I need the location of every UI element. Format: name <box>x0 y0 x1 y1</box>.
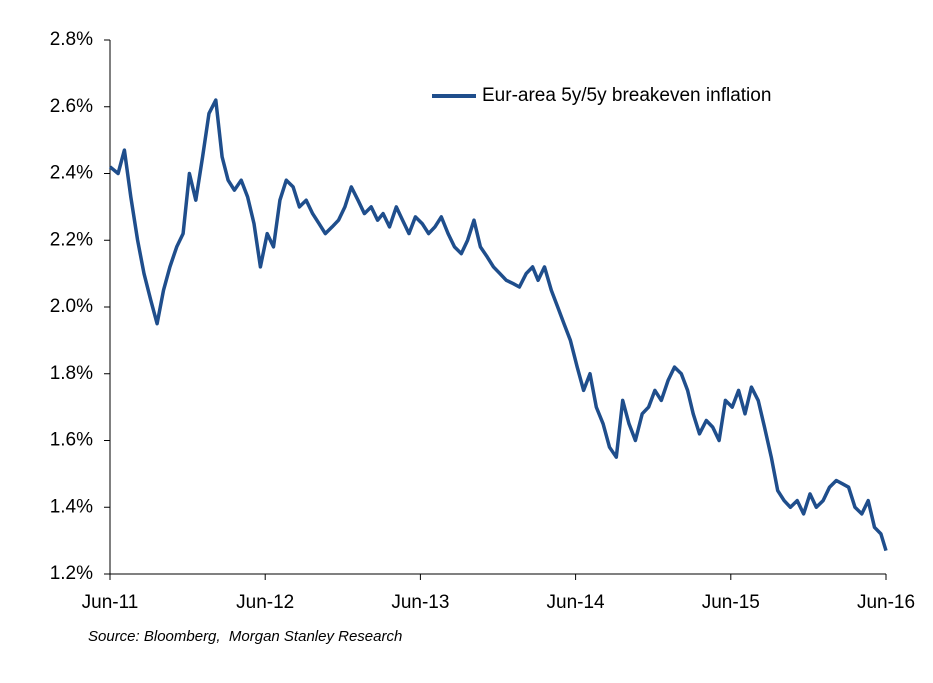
y-tick-label: 1.2% <box>50 563 93 584</box>
y-tick-label: 1.6% <box>50 430 93 451</box>
y-tick-label: 1.4% <box>50 496 93 517</box>
y-tick-label: 2.6% <box>50 96 93 117</box>
y-tick-label: 2.2% <box>50 229 93 250</box>
legend: Eur-area 5y/5y breakeven inflation <box>432 85 771 106</box>
x-tick-label: Jun-16 <box>857 592 915 613</box>
x-tick-label: Jun-15 <box>702 592 760 613</box>
source-note: Source: Bloomberg, Morgan Stanley Resear… <box>88 628 403 645</box>
y-tick-label: 2.8% <box>50 29 93 50</box>
legend-label: Eur-area 5y/5y breakeven inflation <box>482 85 771 106</box>
x-tick-label: Jun-14 <box>547 592 606 613</box>
series-line <box>108 98 888 552</box>
x-tick-label: Jun-11 <box>82 592 139 613</box>
y-tick-labels: 1.2% 1.4% 1.6% 1.8% 2.0% 2.2% 2.4% 2.6% 2.8% <box>50 29 110 584</box>
x-tick-label: Jun-13 <box>391 592 449 613</box>
y-tick-label: 1.8% <box>50 363 93 384</box>
x-tick-label: Jun-12 <box>236 592 294 613</box>
y-tick-label: 2.0% <box>50 296 93 317</box>
x-tick-labels: Jun-11 Jun-12 Jun-13 Jun-14 Jun-15 Jun-16 <box>82 574 915 613</box>
y-tick-label: 2.4% <box>50 163 93 184</box>
